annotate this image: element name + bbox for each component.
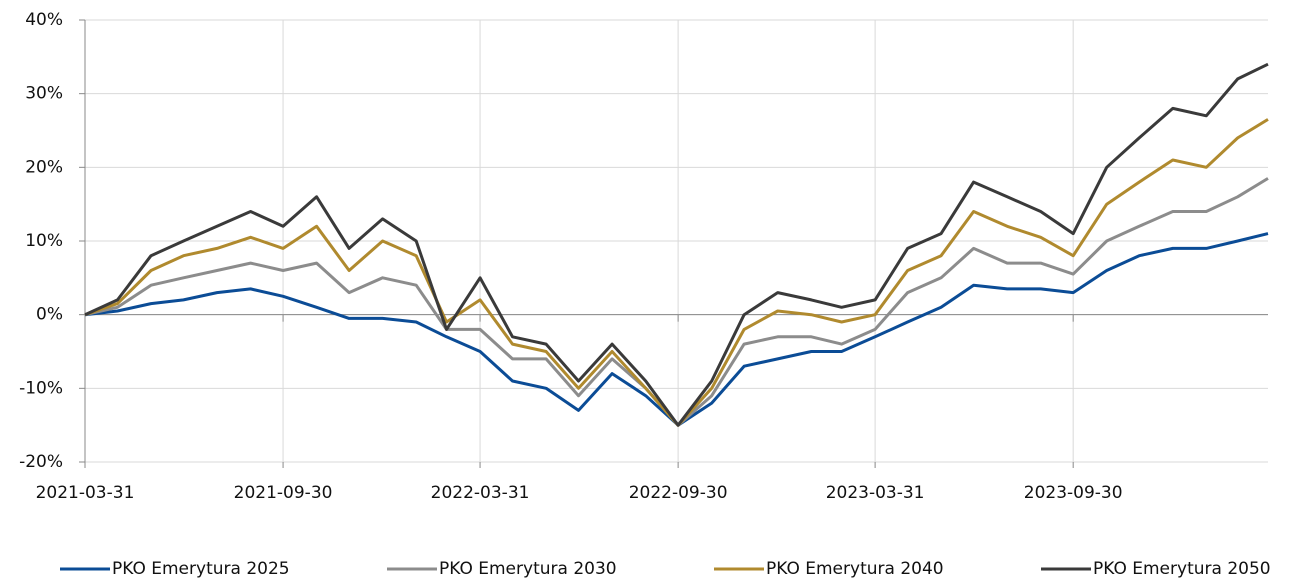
x-tick-label: 2023-09-30: [1024, 483, 1123, 503]
x-tick-label: 2021-09-30: [234, 483, 333, 503]
legend-label: PKO Emerytura 2030: [439, 559, 617, 579]
y-tick-label: -20%: [19, 452, 63, 472]
y-tick-label: 10%: [25, 231, 63, 251]
legend-label: PKO Emerytura 2025: [112, 559, 290, 579]
y-tick-label: 0%: [36, 305, 63, 325]
x-tick-label: 2023-03-31: [826, 483, 925, 503]
series-line: [84, 232, 1269, 427]
y-tick-label: -10%: [19, 378, 63, 398]
x-tick-label: 2022-09-30: [629, 483, 728, 503]
legend-label: PKO Emerytura 2050: [1093, 559, 1271, 579]
y-tick-label: 40%: [25, 10, 63, 30]
x-tick-label: 2021-03-31: [36, 483, 135, 503]
y-tick-label: 30%: [25, 84, 63, 104]
series-line: [84, 62, 1269, 427]
y-tick-label: 20%: [25, 157, 63, 177]
series-line: [84, 118, 1269, 427]
legend-label: PKO Emerytura 2040: [766, 559, 944, 579]
x-tick-label: 2022-03-31: [431, 483, 530, 503]
